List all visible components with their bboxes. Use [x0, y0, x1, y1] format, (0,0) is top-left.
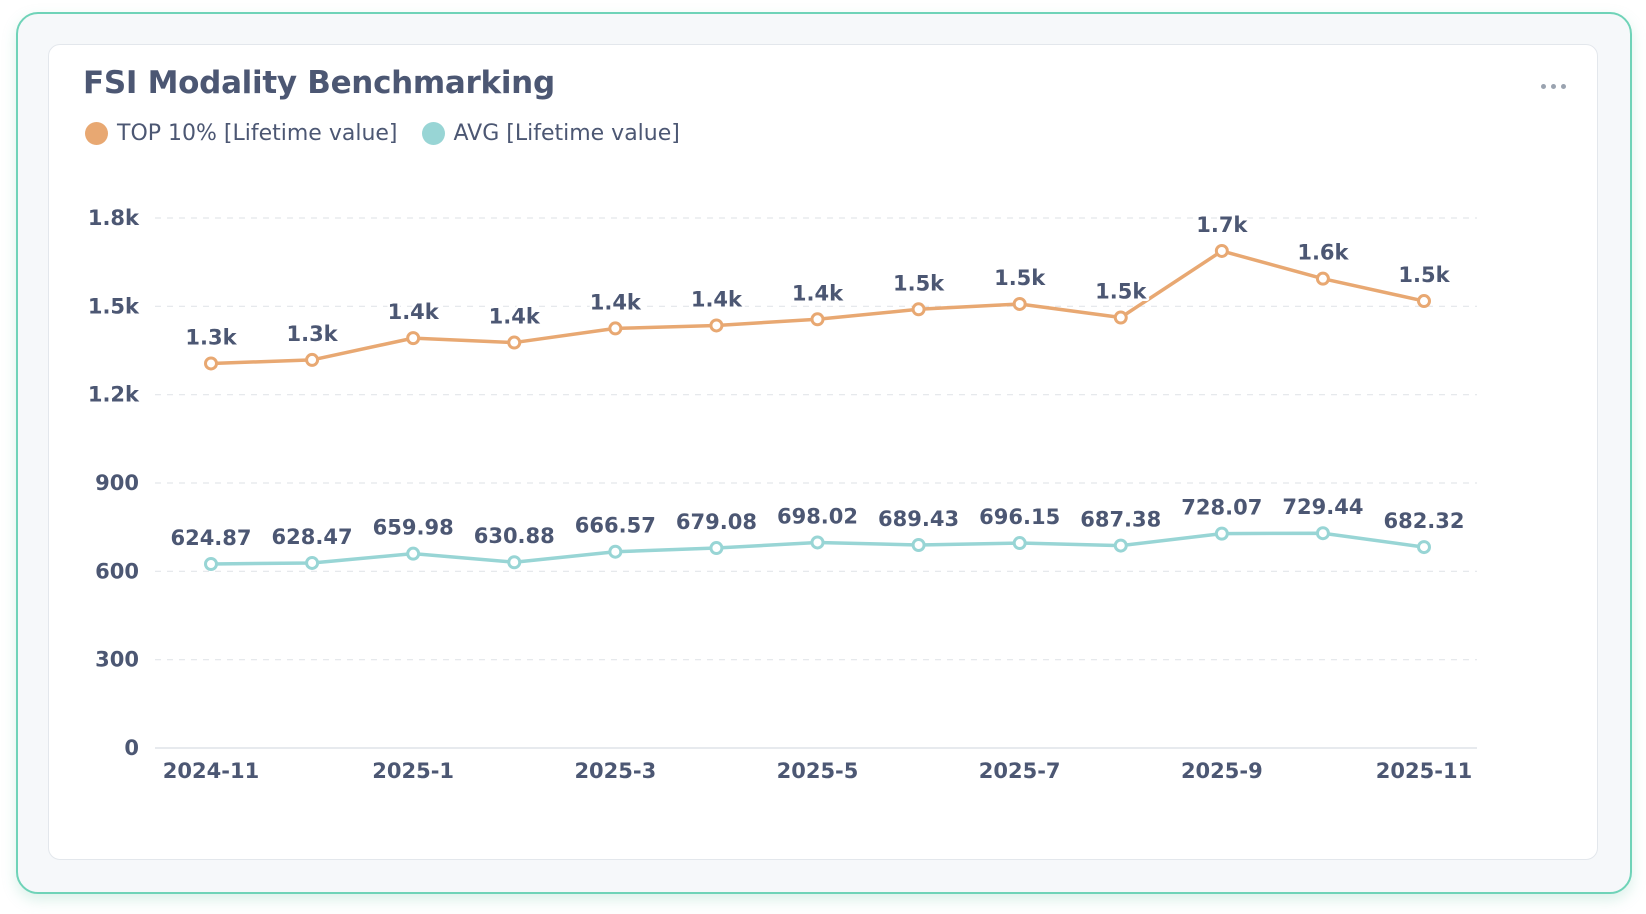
data-point	[406, 331, 421, 346]
x-tick-label: 2025-11	[1376, 759, 1472, 783]
data-label: 1.3k	[286, 322, 338, 346]
legend-item-top10[interactable]: TOP 10% [Lifetime value]	[85, 121, 398, 146]
data-point	[810, 535, 825, 550]
data-point	[406, 546, 421, 561]
y-tick-label: 1.2k	[88, 383, 140, 407]
data-label: 1.5k	[1398, 263, 1450, 287]
x-tick-label: 2025-1	[372, 759, 454, 783]
data-label: 1.4k	[792, 281, 844, 305]
data-point	[1012, 296, 1027, 311]
data-label: 698.02	[777, 504, 858, 528]
data-point	[1113, 310, 1128, 325]
x-tick-label: 2025-5	[777, 759, 859, 783]
data-point	[1417, 294, 1431, 309]
data-label: 687.38	[1080, 508, 1161, 532]
data-point	[709, 541, 724, 556]
data-point	[305, 352, 320, 367]
data-label: 1.5k	[994, 266, 1046, 290]
chart-legend: TOP 10% [Lifetime value] AVG [Lifetime v…	[85, 121, 680, 146]
legend-label-avg: AVG [Lifetime value]	[453, 121, 680, 146]
legend-item-avg[interactable]: AVG [Lifetime value]	[421, 121, 680, 146]
data-point	[1417, 540, 1431, 555]
more-horizontal-icon[interactable]	[1533, 79, 1573, 93]
y-tick-label: 600	[95, 559, 139, 583]
x-tick-label: 2024-11	[163, 759, 259, 783]
data-label: 1.5k	[1095, 280, 1147, 304]
data-point	[1315, 271, 1330, 286]
data-label: 1.3k	[185, 325, 237, 349]
data-label: 1.7k	[1196, 213, 1248, 237]
data-point	[709, 318, 724, 333]
legend-label-top10: TOP 10% [Lifetime value]	[117, 121, 398, 146]
data-point	[305, 555, 320, 570]
y-tick-label: 900	[95, 471, 139, 495]
data-point	[204, 356, 218, 371]
chart-card: FSI Modality Benchmarking TOP 10% [Lifet…	[48, 44, 1598, 860]
x-tick-label: 2025-3	[574, 759, 656, 783]
data-label: 689.43	[878, 507, 959, 531]
y-tick-label: 1.5k	[88, 294, 140, 318]
data-label: 630.88	[474, 524, 555, 548]
data-label: 1.4k	[489, 305, 541, 329]
data-point	[911, 538, 926, 553]
data-point	[507, 335, 522, 350]
data-label: 624.87	[170, 526, 251, 550]
legend-swatch-avg	[421, 122, 445, 145]
data-point	[1214, 243, 1229, 258]
y-tick-label: 1.8k	[88, 206, 140, 230]
x-tick-label: 2025-7	[979, 759, 1061, 783]
data-point	[507, 555, 522, 570]
y-tick-label: 0	[124, 736, 139, 760]
line-chart: 0 300 600 900 1.2k 1.5k 1.8k 2024-11 2025-1 2025-…	[88, 206, 1477, 783]
data-label: 679.08	[676, 510, 757, 534]
data-label: 728.07	[1181, 496, 1262, 520]
data-label: 659.98	[373, 516, 454, 540]
x-tick-label: 2025-9	[1181, 759, 1263, 783]
chart-title: FSI Modality Benchmarking	[83, 65, 555, 101]
data-point	[608, 321, 623, 336]
data-label: 729.44	[1282, 495, 1363, 519]
data-label: 666.57	[575, 514, 656, 538]
data-point	[1214, 526, 1229, 541]
data-point	[204, 557, 218, 572]
data-point	[911, 302, 926, 317]
data-label: 1.4k	[388, 300, 440, 324]
data-label: 628.47	[272, 525, 353, 549]
data-point	[608, 544, 623, 559]
data-point	[810, 312, 825, 327]
data-label: 1.5k	[893, 271, 945, 295]
data-label: 696.15	[979, 505, 1060, 529]
data-label: 1.6k	[1297, 241, 1349, 265]
legend-swatch-top10	[85, 122, 108, 145]
data-point	[1012, 536, 1027, 551]
data-point	[1113, 538, 1128, 553]
y-tick-label: 300	[95, 648, 139, 672]
data-label: 1.4k	[590, 290, 642, 314]
data-label: 682.32	[1383, 509, 1464, 533]
data-point	[1315, 526, 1330, 541]
data-label: 1.4k	[691, 287, 743, 311]
